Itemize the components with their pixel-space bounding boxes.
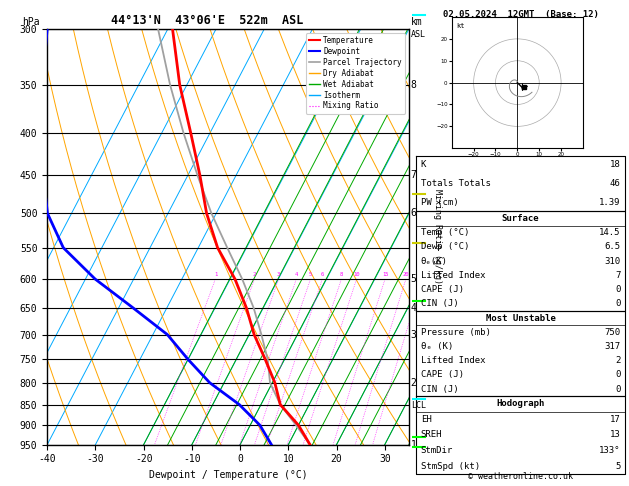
Text: 46: 46 xyxy=(610,179,620,188)
Text: 44°13'N  43°06'E  522m  ASL: 44°13'N 43°06'E 522m ASL xyxy=(111,14,304,27)
Text: 133°: 133° xyxy=(599,446,620,455)
Text: Totals Totals: Totals Totals xyxy=(421,179,491,188)
Text: 0: 0 xyxy=(615,384,620,394)
Text: 1.39: 1.39 xyxy=(599,198,620,207)
Text: 4: 4 xyxy=(411,303,416,313)
Text: Temp (°C): Temp (°C) xyxy=(421,228,469,237)
Text: 1: 1 xyxy=(214,272,217,277)
Text: km: km xyxy=(411,17,423,27)
Text: kt: kt xyxy=(456,23,465,29)
Text: 8: 8 xyxy=(340,272,343,277)
Legend: Temperature, Dewpoint, Parcel Trajectory, Dry Adiabat, Wet Adiabat, Isotherm, Mi: Temperature, Dewpoint, Parcel Trajectory… xyxy=(306,33,405,114)
Text: 317: 317 xyxy=(604,342,620,351)
Text: Lifted Index: Lifted Index xyxy=(421,356,485,365)
Text: 750: 750 xyxy=(604,328,620,337)
Text: Mixing Ratio (g/kg): Mixing Ratio (g/kg) xyxy=(433,190,442,284)
Text: K: K xyxy=(421,160,426,169)
Text: 8: 8 xyxy=(411,80,416,90)
Text: © weatheronline.co.uk: © weatheronline.co.uk xyxy=(468,472,573,481)
Text: LCL: LCL xyxy=(411,401,426,410)
Text: 17: 17 xyxy=(610,415,620,424)
Text: Hodograph: Hodograph xyxy=(496,399,545,408)
Text: 1: 1 xyxy=(411,440,416,450)
Text: 0: 0 xyxy=(615,370,620,380)
Text: 18: 18 xyxy=(610,160,620,169)
Text: 13: 13 xyxy=(610,431,620,439)
Text: Surface: Surface xyxy=(502,214,539,223)
Text: 3: 3 xyxy=(411,330,416,340)
Text: SREH: SREH xyxy=(421,431,442,439)
Text: CAPE (J): CAPE (J) xyxy=(421,370,464,380)
Text: 5: 5 xyxy=(309,272,312,277)
Text: 10: 10 xyxy=(353,272,360,277)
Text: CAPE (J): CAPE (J) xyxy=(421,285,464,294)
Text: 2: 2 xyxy=(615,356,620,365)
Text: 6.5: 6.5 xyxy=(604,243,620,251)
Text: PW (cm): PW (cm) xyxy=(421,198,459,207)
Text: StmDir: StmDir xyxy=(421,446,453,455)
Text: θₑ(K): θₑ(K) xyxy=(421,257,448,266)
Text: 7: 7 xyxy=(411,170,416,180)
Text: hPa: hPa xyxy=(22,17,40,27)
X-axis label: Dewpoint / Temperature (°C): Dewpoint / Temperature (°C) xyxy=(148,470,308,480)
Text: 5: 5 xyxy=(615,462,620,470)
Text: 310: 310 xyxy=(604,257,620,266)
Text: CIN (J): CIN (J) xyxy=(421,384,459,394)
Text: Most Unstable: Most Unstable xyxy=(486,313,555,323)
Text: 0: 0 xyxy=(615,299,620,309)
Text: θₑ (K): θₑ (K) xyxy=(421,342,453,351)
Text: 2: 2 xyxy=(411,378,416,388)
Text: 4: 4 xyxy=(295,272,298,277)
Text: ASL: ASL xyxy=(411,30,426,39)
Text: CIN (J): CIN (J) xyxy=(421,299,459,309)
Text: Lifted Index: Lifted Index xyxy=(421,271,485,280)
Text: 02.05.2024  12GMT  (Base: 12): 02.05.2024 12GMT (Base: 12) xyxy=(443,10,598,19)
Text: 5: 5 xyxy=(411,274,416,284)
Text: 14.5: 14.5 xyxy=(599,228,620,237)
Text: 3: 3 xyxy=(277,272,281,277)
Text: 20: 20 xyxy=(403,272,409,277)
Text: Pressure (mb): Pressure (mb) xyxy=(421,328,491,337)
Text: 2: 2 xyxy=(253,272,256,277)
Text: StmSpd (kt): StmSpd (kt) xyxy=(421,462,480,470)
Text: 6: 6 xyxy=(411,208,416,218)
Text: EH: EH xyxy=(421,415,431,424)
Text: 7: 7 xyxy=(615,271,620,280)
Text: 15: 15 xyxy=(382,272,388,277)
Text: Dewp (°C): Dewp (°C) xyxy=(421,243,469,251)
Text: 0: 0 xyxy=(615,285,620,294)
Text: 6: 6 xyxy=(321,272,324,277)
